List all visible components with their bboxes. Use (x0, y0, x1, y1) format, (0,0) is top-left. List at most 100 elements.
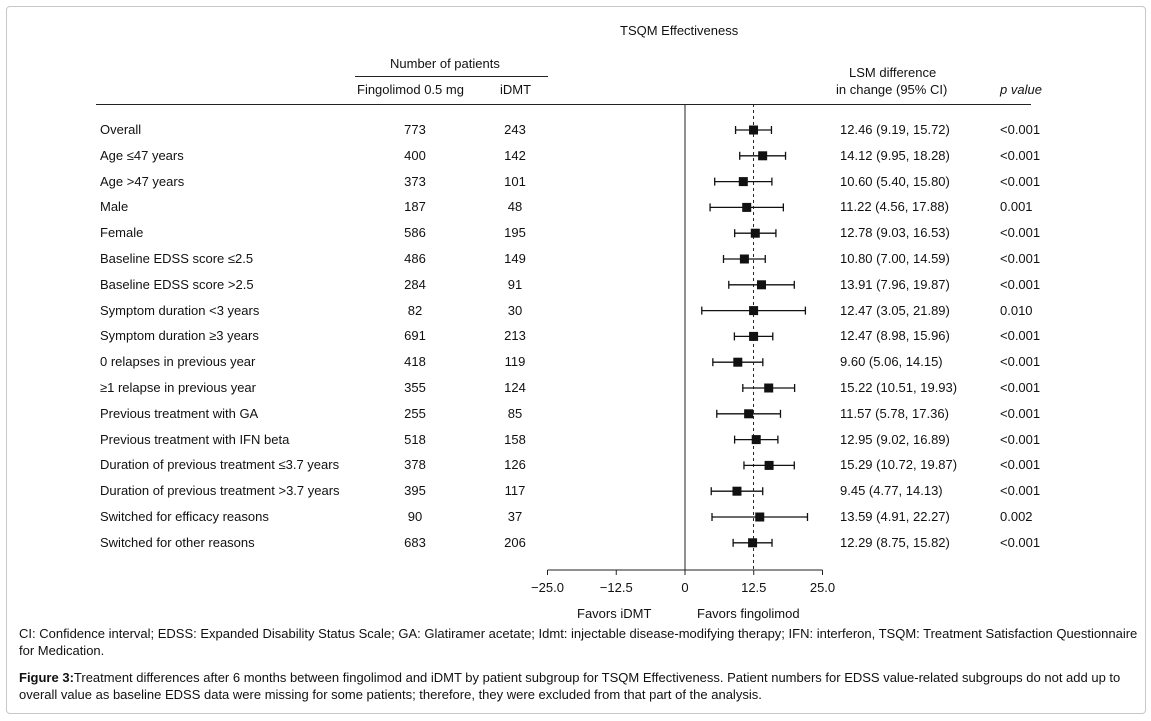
point-estimate (748, 538, 758, 548)
point-estimate (764, 460, 774, 470)
caption-text: Treatment differences after 6 months bet… (19, 670, 1121, 702)
point-estimate (757, 280, 767, 290)
point-estimate (742, 202, 752, 212)
row-label: Switched for other reasons (100, 534, 255, 550)
fingolimod-count: 486 (404, 251, 426, 266)
lsm-difference-ci: 15.22 (10.51, 19.93) (840, 380, 958, 395)
p-value: <0.001 (1000, 328, 1041, 344)
row-label: Overall (100, 122, 142, 137)
point-estimate (758, 151, 768, 161)
row-label: 0 relapses in previous year (100, 354, 256, 370)
p-value: 0.002 (1000, 509, 1033, 524)
favors-left-label: Favors iDMT (577, 606, 652, 621)
panel-title: TSQM Effectiveness (620, 23, 739, 38)
idmt-count: 195 (504, 225, 526, 241)
row-label: Age ≤47 years (100, 147, 184, 163)
row-label: Duration of previous treatment >3.7 year… (100, 483, 340, 499)
lsm-difference-ci: 14.12 (9.95, 18.28) (840, 147, 950, 163)
lsm-difference-ci: 12.46 (9.19, 15.72) (840, 122, 950, 137)
idmt-count: 158 (504, 431, 526, 447)
idmt-count: 37 (507, 509, 523, 524)
idmt-count: 149 (504, 251, 526, 266)
idmt-count: 206 (504, 534, 526, 550)
row-label: Female (100, 225, 144, 241)
x-tick-label: 12.5 (741, 580, 766, 595)
idmt-count: 117 (504, 483, 526, 499)
p-value: 0.001 (1000, 199, 1033, 215)
p-value: <0.001 (1000, 431, 1041, 447)
row-label: Duration of previous treatment ≤3.7 year… (100, 457, 340, 473)
lsm-header-line2: in change (95% CI) (836, 82, 948, 97)
point-estimate (764, 383, 774, 393)
lsm-difference-ci: 13.59 (4.91, 22.27) (840, 509, 950, 524)
fingolimod-count: 518 (404, 431, 426, 447)
lsm-difference-ci: 11.22 (4.56, 17.88) (840, 199, 949, 215)
row-label: Baseline EDSS score >2.5 (100, 276, 254, 292)
point-estimate (732, 486, 742, 496)
idmt-count: 243 (504, 122, 526, 137)
p-header-text: p value (1000, 82, 1042, 97)
p-value: <0.001 (1000, 225, 1041, 241)
p-value: <0.001 (1000, 173, 1041, 189)
caption-label: Figure 3: (19, 670, 74, 685)
lsm-difference-ci: 12.47 (3.05, 21.89) (840, 302, 950, 318)
point-estimate (749, 331, 759, 341)
lsm-difference-ci: 13.91 (7.96, 19.87) (840, 276, 950, 292)
point-estimate (738, 177, 748, 187)
idmt-count: 142 (504, 147, 526, 163)
row-label: Symptom duration ≥3 years (100, 328, 259, 344)
idmt-count: 85 (507, 405, 523, 421)
fingolimod-count: 284 (404, 276, 426, 292)
lsm-difference-ci: 15.29 (10.72, 19.87) (840, 457, 958, 473)
x-tick-label: 25.0 (810, 580, 835, 595)
col-header-fingolimod: Fingolimod 0.5 mg (357, 82, 464, 97)
col-header-idmt: iDMT (500, 82, 532, 97)
row-label: Baseline EDSS score ≤2.5 (100, 251, 254, 266)
p-value: <0.001 (1000, 251, 1041, 266)
p-value: 0.010 (1000, 302, 1033, 318)
idmt-count: 91 (507, 276, 523, 292)
lsm-difference-ci: 9.60 (5.06, 14.15) (840, 354, 943, 370)
point-estimate (751, 435, 761, 445)
lsm-difference-ci: 10.80 (7.00, 14.59) (840, 251, 950, 266)
fingolimod-count: 378 (404, 457, 426, 473)
fingolimod-count: 586 (404, 225, 426, 241)
fingolimod-count: 90 (407, 509, 423, 524)
row-label: Age >47 years (100, 173, 185, 189)
lsm-difference-ci: 12.78 (9.03, 16.53) (840, 225, 950, 241)
point-estimate (755, 512, 765, 522)
point-estimate (739, 254, 749, 264)
lsm-header-line1: LSM difference (849, 65, 937, 80)
idmt-count: 126 (504, 457, 526, 473)
lsm-difference-ci: 12.29 (8.75, 15.82) (840, 534, 950, 550)
row-label: Male (100, 199, 129, 215)
fingolimod-count: 187 (404, 199, 426, 215)
figure-frame (6, 6, 1146, 714)
fingolimod-count: 400 (404, 147, 426, 163)
point-estimate (749, 125, 759, 135)
favors-right-label: Favors fingolimod (697, 606, 800, 621)
fingolimod-count: 683 (404, 534, 426, 550)
idmt-count: 30 (507, 302, 523, 318)
fingolimod-count: 418 (404, 354, 426, 370)
p-value: <0.001 (1000, 534, 1041, 550)
p-value: <0.001 (1000, 483, 1041, 499)
footnote: CI: Confidence interval; EDSS: Expanded … (19, 626, 1138, 658)
point-estimate (750, 228, 760, 238)
patients-header: Number of patients (390, 56, 500, 71)
fingolimod-count: 355 (404, 380, 426, 395)
fingolimod-count: 255 (404, 405, 426, 421)
p-value: <0.001 (1000, 405, 1041, 421)
point-estimate (733, 357, 743, 367)
fingolimod-count: 395 (404, 483, 426, 499)
header-rule (96, 104, 1031, 105)
x-tick-label: 0 (681, 580, 688, 595)
p-value: <0.001 (1000, 276, 1041, 292)
row-label: Switched for efficacy reasons (100, 509, 269, 524)
fingolimod-count: 82 (407, 302, 423, 318)
p-value: <0.001 (1000, 380, 1041, 395)
idmt-count: 48 (507, 199, 523, 215)
p-value: <0.001 (1000, 147, 1041, 163)
idmt-count: 119 (504, 354, 526, 370)
